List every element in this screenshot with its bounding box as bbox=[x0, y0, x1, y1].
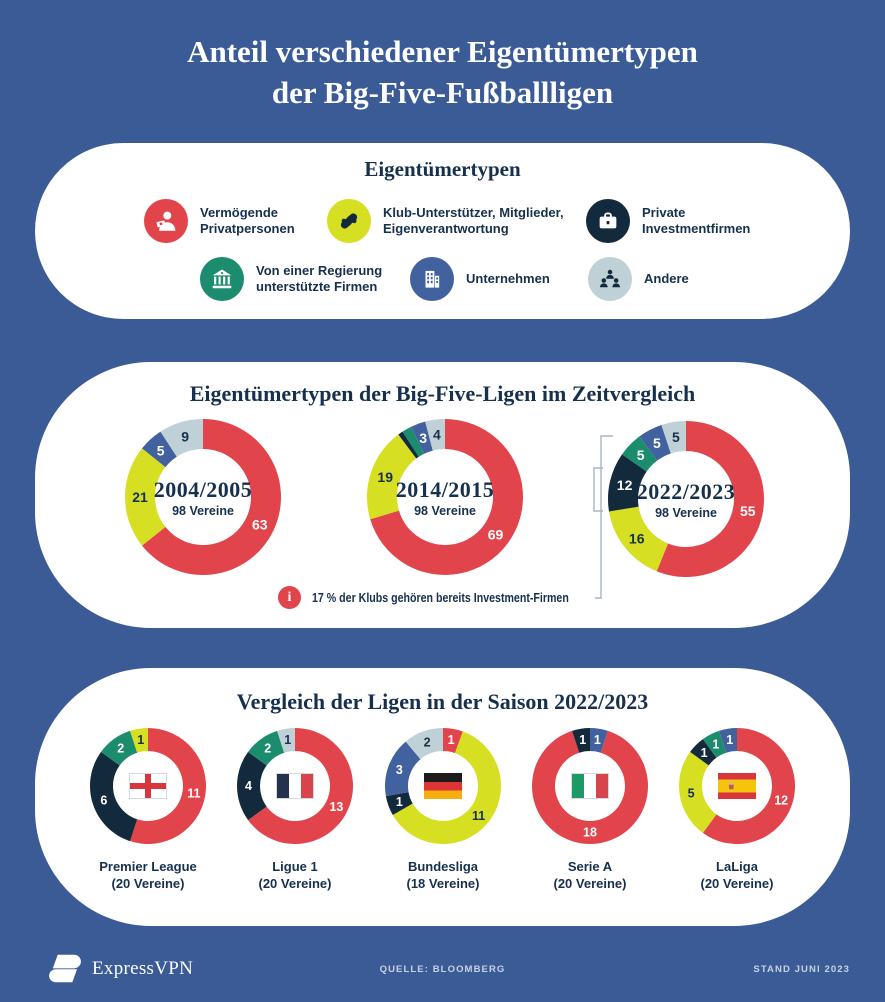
expressvpn-logo-icon bbox=[46, 953, 84, 989]
svg-text:9: 9 bbox=[181, 429, 189, 445]
league-label-premier-league: Premier League (20 Vereine) bbox=[68, 858, 228, 892]
league-count: (18 Vereine) bbox=[406, 876, 480, 891]
investment-note-text: 17 % der Klubs gehören bereits Investmen… bbox=[312, 590, 569, 605]
svg-text:4: 4 bbox=[433, 427, 441, 443]
flag-france-icon bbox=[276, 773, 314, 799]
league-count: (20 Vereine) bbox=[553, 876, 627, 891]
people-icon bbox=[588, 257, 632, 301]
league-count: (20 Vereine) bbox=[258, 876, 332, 891]
svg-text:55: 55 bbox=[740, 503, 756, 519]
legend-item-investment: Private Investmentfirmen bbox=[586, 199, 750, 243]
svg-text:1: 1 bbox=[396, 795, 403, 809]
page-title: Anteil verschiedener Eigentümertypen der… bbox=[0, 31, 885, 113]
flag-italy-icon bbox=[571, 773, 609, 799]
flag-germany-icon bbox=[424, 773, 462, 799]
svg-text:19: 19 bbox=[377, 469, 393, 485]
league-name: LaLiga bbox=[716, 859, 758, 874]
svg-text:1: 1 bbox=[579, 733, 586, 747]
legend-item-label: Klub-Unterstützer, Mitglieder, Eigenvera… bbox=[383, 205, 564, 236]
league-label-laliga: LaLiga (20 Vereine) bbox=[657, 858, 817, 892]
svg-text:21: 21 bbox=[132, 489, 148, 505]
donut-serie-a: 1 18 1 bbox=[530, 726, 650, 846]
svg-text:6: 6 bbox=[100, 793, 107, 807]
svg-text:2: 2 bbox=[117, 741, 124, 755]
svg-text:13: 13 bbox=[329, 800, 343, 814]
donut-bundesliga: 1 11 1 3 2 bbox=[383, 726, 503, 846]
legend-item-label: Private Investmentfirmen bbox=[642, 205, 751, 236]
svg-text:4: 4 bbox=[245, 779, 252, 793]
legend-title: Eigentümertypen bbox=[364, 157, 521, 181]
svg-text:5: 5 bbox=[688, 786, 695, 800]
handshake-icon bbox=[327, 199, 371, 243]
svg-text:5: 5 bbox=[157, 442, 165, 458]
timeline-title: Eigentümertypen der Big-Five-Ligen im Ze… bbox=[189, 381, 696, 406]
svg-text:3: 3 bbox=[419, 430, 427, 446]
bank-icon bbox=[200, 257, 244, 301]
svg-text:5: 5 bbox=[672, 429, 680, 445]
person-money-icon bbox=[144, 199, 188, 243]
svg-text:1: 1 bbox=[701, 746, 708, 760]
svg-text:1: 1 bbox=[137, 733, 144, 747]
donut-2022-2023: 55 16 12 5 5 5 2022/2023 98 Vereine bbox=[606, 419, 766, 579]
league-count: (20 Vereine) bbox=[111, 876, 185, 891]
svg-text:11: 11 bbox=[187, 786, 200, 800]
league-name: Serie A bbox=[567, 859, 613, 874]
league-label-bundesliga: Bundesliga (18 Vereine) bbox=[363, 858, 523, 892]
investment-note: i 17 % der Klubs gehören bereits Investm… bbox=[278, 586, 614, 609]
svg-text:3: 3 bbox=[396, 763, 403, 777]
legend-item-label: Von einer Regierung unterstützte Firmen bbox=[256, 263, 383, 294]
timeline-panel: Eigentümertypen der Big-Five-Ligen im Ze… bbox=[35, 362, 850, 628]
svg-text:69: 69 bbox=[488, 527, 504, 543]
legend-item-andere: Andere bbox=[588, 257, 689, 301]
leagues-title: Vergleich der Ligen in der Saison 2022/2… bbox=[236, 689, 649, 714]
legend-item-unternehmen: Unternehmen bbox=[410, 257, 550, 301]
briefcase-icon bbox=[586, 199, 630, 243]
donut-2004-2005: 63 21 5 9 2004/2005 98 Vereine bbox=[123, 417, 283, 577]
flag-england-icon bbox=[129, 773, 167, 799]
svg-text:1: 1 bbox=[712, 738, 719, 752]
legend-item-klub: Klub-Unterstützer, Mitglieder, Eigenvera… bbox=[327, 199, 564, 243]
donut-laliga: 12 5 1 1 1 bbox=[677, 726, 797, 846]
legend-item-label: Vermögende Privatpersonen bbox=[200, 205, 295, 236]
legend-item-privatpersonen: Vermögende Privatpersonen bbox=[144, 199, 295, 243]
svg-text:2: 2 bbox=[424, 735, 431, 749]
page-title-line1: Anteil verschiedener Eigentümertypen bbox=[187, 34, 698, 69]
svg-text:16: 16 bbox=[629, 530, 645, 546]
svg-text:1: 1 bbox=[726, 733, 733, 747]
svg-text:12: 12 bbox=[774, 793, 788, 807]
flag-spain-icon bbox=[718, 773, 756, 799]
league-name: Bundesliga bbox=[407, 859, 479, 874]
league-name: Premier League bbox=[99, 859, 197, 874]
league-count: (20 Vereine) bbox=[700, 876, 774, 891]
info-icon: i bbox=[278, 586, 301, 609]
building-icon bbox=[410, 257, 454, 301]
league-label-serie-a: Serie A (20 Vereine) bbox=[510, 858, 670, 892]
svg-text:63: 63 bbox=[252, 516, 268, 532]
svg-text:1: 1 bbox=[284, 733, 291, 747]
date-stamp: STAND JUNI 2023 bbox=[753, 964, 850, 975]
svg-text:11: 11 bbox=[472, 809, 485, 823]
svg-text:18: 18 bbox=[583, 826, 597, 840]
donut-premier-league: 11 6 2 1 bbox=[88, 726, 208, 846]
svg-text:1: 1 bbox=[448, 733, 455, 747]
leagues-panel: Vergleich der Ligen in der Saison 2022/2… bbox=[35, 668, 850, 926]
league-name: Ligue 1 bbox=[272, 859, 318, 874]
svg-text:2: 2 bbox=[264, 741, 271, 755]
donut-ligue-1: 13 4 2 1 bbox=[235, 726, 355, 846]
legend-item-regierung: Von einer Regierung unterstützte Firmen bbox=[200, 257, 382, 301]
source-credit: QUELLE: BLOOMBERG bbox=[379, 964, 506, 975]
page-title-line2: der Big-Five-Fußballligen bbox=[271, 75, 614, 110]
legend-panel: Eigentümertypen Vermögende Privatpersone… bbox=[35, 143, 850, 319]
expressvpn-wordmark: ExpressVPN bbox=[92, 958, 194, 979]
legend-item-label: Andere bbox=[644, 271, 689, 286]
svg-text:12: 12 bbox=[617, 477, 633, 493]
league-label-ligue-1: Ligue 1 (20 Vereine) bbox=[215, 858, 375, 892]
svg-text:5: 5 bbox=[653, 435, 661, 451]
donut-2014-2015: 69 19 3 4 2014/2015 98 Vereine bbox=[365, 417, 525, 577]
legend-item-label: Unternehmen bbox=[466, 271, 550, 286]
svg-text:1: 1 bbox=[594, 733, 601, 747]
svg-text:5: 5 bbox=[637, 447, 645, 463]
